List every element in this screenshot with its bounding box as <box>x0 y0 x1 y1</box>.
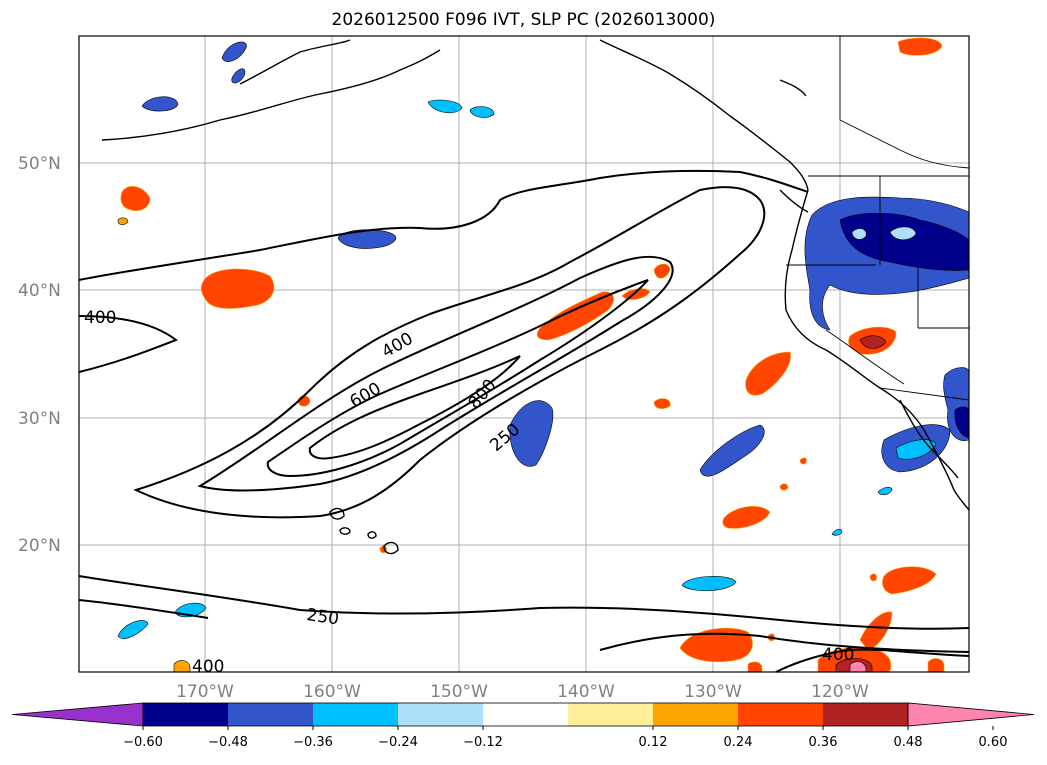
lat-label: 50°N <box>18 154 61 174</box>
colorbar-tick-label: −0.24 <box>378 735 418 750</box>
coastlines <box>101 39 970 555</box>
colorbar-over-extend <box>907 702 1035 727</box>
colorbar-tick-label: −0.12 <box>463 735 503 750</box>
lon-label: 130°W <box>684 682 742 702</box>
colorbar-under-extend <box>11 702 144 727</box>
colorbar-bin <box>398 703 483 726</box>
lat-label: 20°N <box>18 536 61 556</box>
political-borders <box>786 36 970 401</box>
lon-label: 140°W <box>557 682 615 702</box>
contour-label: 400 <box>192 657 224 677</box>
colorbar-tick-label: −0.48 <box>208 735 248 750</box>
colorbar-tick-label: 0.36 <box>809 735 838 750</box>
colorbar-tick-label: 0.48 <box>894 735 923 750</box>
map-panel <box>79 36 969 672</box>
colorbar-tick-label: −0.60 <box>123 735 163 750</box>
colorbar-bin <box>228 703 313 726</box>
positive-anomaly-areas <box>117 37 945 673</box>
colorbar-bin <box>738 703 823 726</box>
lon-label: 160°W <box>303 682 361 702</box>
colorbar-bin <box>313 703 398 726</box>
colorbar-tick-label: −0.36 <box>293 735 333 750</box>
colorbar-tick-label: 0.24 <box>724 735 753 750</box>
colorbar-bin <box>143 703 228 726</box>
colorbar-bin <box>823 703 908 726</box>
map-title: 2026012500 F096 IVT, SLP PC (2026013000) <box>331 10 716 30</box>
colorbar-bin <box>568 703 653 726</box>
colorbar: −0.60 −0.48 −0.36 −0.24 −0.12 0.12 0.24 0.36 0.4… <box>11 702 1035 750</box>
colorbar-bin <box>483 703 568 726</box>
contour-label: 400 <box>822 645 854 665</box>
gridlines <box>79 36 969 672</box>
map-frame <box>78 35 970 673</box>
colorbar-tick-label: 0.12 <box>639 735 668 750</box>
lat-label: 40°N <box>18 281 61 301</box>
colorbar-frame <box>142 702 909 727</box>
contour-label: 250 <box>305 605 340 629</box>
lon-label: 120°W <box>811 682 869 702</box>
lon-label: 150°W <box>430 682 488 702</box>
lon-label: 170°W <box>176 682 234 702</box>
lat-label: 30°N <box>18 409 61 429</box>
colorbar-bin <box>653 703 738 726</box>
contour-lines <box>78 169 970 673</box>
negative-anomaly-areas <box>117 41 970 639</box>
contour-label: 400 <box>84 308 116 328</box>
colorbar-tick-label: 0.60 <box>979 735 1008 750</box>
